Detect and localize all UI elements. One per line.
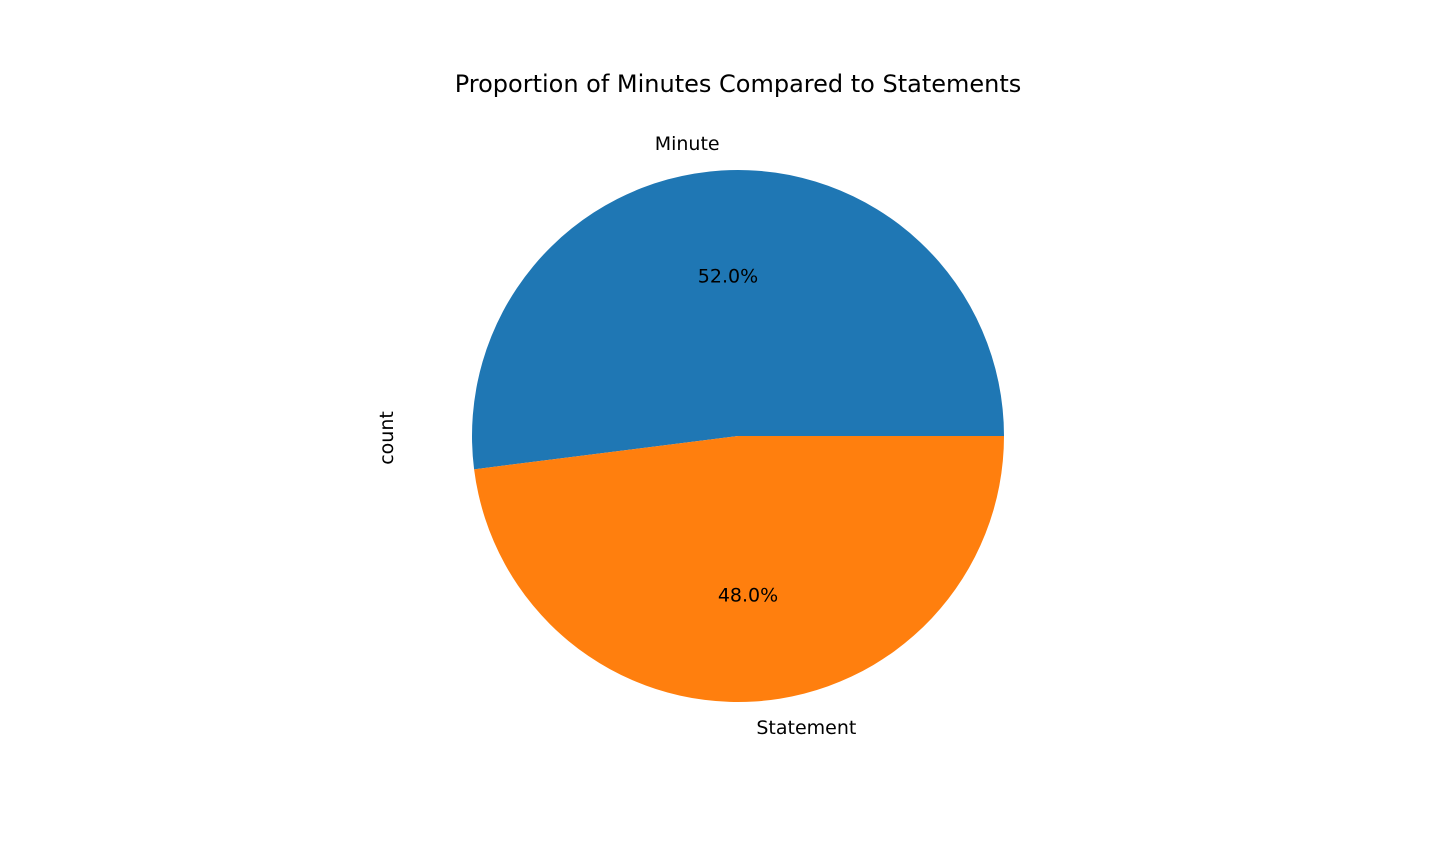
- pie-slice-statement: [474, 436, 1004, 703]
- pie-slice-minute: [472, 170, 1004, 470]
- slice-label-minute: Minute: [655, 133, 720, 155]
- slice-label-statement: Statement: [756, 717, 856, 739]
- slice-percent-minute: 52.0%: [698, 266, 758, 288]
- pie-labels: Minute 52.0% Statement 48.0%: [655, 133, 857, 739]
- slice-percent-statement: 48.0%: [718, 584, 778, 606]
- y-axis-label: count: [376, 411, 398, 465]
- chart-title: Proportion of Minutes Compared to Statem…: [455, 70, 1022, 98]
- pie-slices: [472, 170, 1004, 703]
